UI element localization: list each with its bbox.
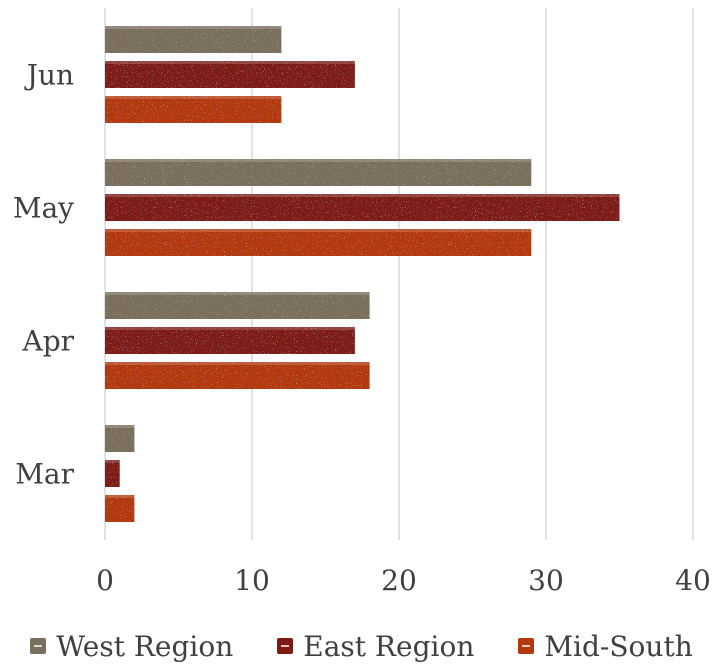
bar-west-region-apr [105,292,370,319]
legend-label: East Region [303,629,475,663]
bar-highlight [105,229,532,232]
bar-highlight [105,362,370,365]
bar-highlight [105,425,135,428]
y-tick-label: May [13,192,74,225]
legend-item: West Region [30,630,233,663]
x-tick-label: 30 [528,564,564,597]
bar-highlight [105,159,532,162]
x-tick-label: 20 [381,564,417,597]
y-tick-label: Apr [21,325,74,358]
bars [105,26,620,522]
x-tick-labels: 0 10 20 30 40 [96,564,711,597]
bar-highlight [105,26,282,29]
bar-highlight [105,292,370,295]
y-tick-labels: Mar Apr May Jun [13,59,75,491]
bar-highlight [105,61,355,64]
bar-highlight [105,460,120,463]
y-tick-label: Mar [15,458,74,491]
bar-highlight [105,194,620,197]
x-tick-label: 0 [96,564,114,597]
bar-highlight [105,96,282,99]
bar-mid-south-may [105,229,532,256]
legend-swatch [277,638,294,654]
bar-mid-south-mar [105,495,135,522]
y-tick-label: Jun [24,59,74,92]
legend: West Region East Region Mid-South [0,628,723,664]
legend-item: Mid-South [518,629,693,663]
bar-east-region-apr [105,327,355,354]
bar-east-region-mar [105,460,120,487]
legend-label: Mid-South [544,629,693,663]
x-tick-label: 40 [675,564,711,597]
legend-label: West Region [56,629,234,663]
bar-mid-south-apr [105,362,370,389]
bar-highlight [105,495,135,498]
legend-swatch [30,638,47,654]
bar-east-region-may [105,194,620,221]
bar-west-region-may [105,159,532,186]
bar-west-region-mar [105,425,135,452]
bar-east-region-jun [105,61,355,88]
legend-item: East Region [277,630,474,663]
bar-west-region-jun [105,26,282,53]
x-tick-label: 10 [234,564,270,597]
bar-mid-south-jun [105,96,282,123]
bar-highlight [105,327,355,330]
legend-swatch [518,638,535,654]
